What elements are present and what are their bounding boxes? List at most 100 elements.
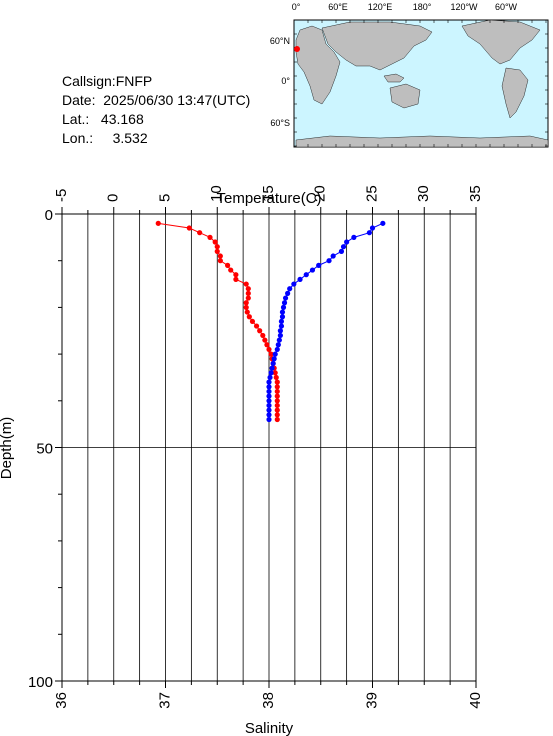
depth-tick-label: 100 <box>28 674 53 691</box>
land-australia <box>389 83 421 109</box>
salinity-tick-label: 37 <box>156 692 173 709</box>
temperature-point <box>274 407 280 413</box>
salinity-point <box>316 262 322 268</box>
salinity-tick-label: 40 <box>467 692 484 709</box>
salinity-point <box>266 393 272 399</box>
temperature-axis-title: Temperature(C) <box>216 190 321 207</box>
temperature-point <box>266 346 272 353</box>
temperature-point <box>273 374 279 381</box>
temperature-point <box>272 370 278 376</box>
salinity-point <box>279 309 286 315</box>
map-lon-label: 60°E <box>328 2 348 12</box>
salinity-point <box>266 416 272 423</box>
callsign-value: FNFP <box>115 73 153 89</box>
temperature-point <box>249 318 256 325</box>
salinity-point <box>266 398 272 404</box>
land-north-america <box>461 19 541 65</box>
salinity-point <box>277 332 283 339</box>
date-value: 2025/06/30 13:47(UTC) <box>103 92 251 108</box>
salinity-point <box>266 412 272 418</box>
temperature-point <box>243 281 249 287</box>
salinity-point <box>366 230 372 236</box>
temperature-point <box>274 402 280 409</box>
salinity-point <box>272 351 278 357</box>
salinity-point <box>266 407 272 413</box>
station-marker <box>294 46 300 52</box>
lat-line: Lat.: 43.168 <box>62 110 250 129</box>
temperature-point <box>245 295 251 301</box>
date-line: Date: 2025/06/30 13:47(UTC) <box>62 91 250 110</box>
temperature-point <box>186 225 192 231</box>
date-label: Date: <box>62 92 96 108</box>
temperature-point <box>243 300 249 306</box>
salinity-point <box>330 253 336 259</box>
salinity-point <box>268 370 274 376</box>
temperature-point <box>197 230 203 236</box>
temperature-point <box>274 416 280 423</box>
salinity-point <box>277 328 283 334</box>
map-longitude-labels: 0° 60°E 120°E 180° 120°W 60°W <box>292 2 518 12</box>
temperature-tick-label: 25 <box>363 185 380 202</box>
salinity-point <box>344 239 350 245</box>
salinity-point <box>274 346 280 353</box>
salinity-point <box>297 276 303 282</box>
salinity-point <box>351 234 357 240</box>
temperature-tick-label: 30 <box>415 185 432 202</box>
temperature-point <box>155 220 161 226</box>
land-asia <box>321 21 433 71</box>
salinity-point <box>266 388 272 395</box>
station-info: Callsign:FNFP Date: 2025/06/30 13:47(UTC… <box>62 72 250 148</box>
map-lon-label: 120°W <box>450 2 478 12</box>
temperature-point <box>212 239 218 245</box>
temperature-point <box>217 253 223 259</box>
temperature-point <box>214 244 220 250</box>
salinity-point <box>266 402 272 409</box>
world-map: 0° 60°E 120°E 180° 120°W 60°W 60°N 0° 60°S <box>270 2 549 148</box>
callsign-label: Callsign: <box>62 73 116 89</box>
salinity-point <box>340 244 347 250</box>
salinity-point <box>266 384 272 390</box>
temperature-tick-label: 10 <box>208 185 225 202</box>
temperature-point <box>274 393 280 399</box>
salinity-point <box>275 342 281 348</box>
profile-series <box>155 220 386 423</box>
temperature-point <box>274 412 280 418</box>
lon-value: 3.532 <box>112 130 148 146</box>
temperature-point <box>274 379 280 385</box>
temperature-point <box>214 248 220 254</box>
salinity-point <box>309 267 316 273</box>
temperature-point <box>245 286 251 292</box>
salinity-profile-line <box>268 222 384 420</box>
salinity-point <box>380 220 386 226</box>
temperature-tick-label: 15 <box>260 185 277 202</box>
salinity-point <box>270 360 276 367</box>
temperature-point <box>245 290 251 296</box>
lon-label: Lon.: <box>62 130 94 146</box>
salinity-axis-title: Salinity <box>245 720 294 736</box>
axis-ticks <box>55 207 477 688</box>
salinity-tick-label: 38 <box>260 692 277 709</box>
salinity-point <box>279 314 286 320</box>
salinity-point <box>269 365 275 371</box>
salinity-point <box>303 272 309 278</box>
temperature-point <box>228 267 234 273</box>
salinity-point <box>278 318 285 325</box>
land-south-america <box>501 67 529 119</box>
salinity-point <box>287 286 293 292</box>
land-antarctica <box>295 135 549 148</box>
temperature-tick-label: 20 <box>312 185 329 202</box>
salinity-tick-label: 36 <box>53 692 70 709</box>
temperature-tick-label: 35 <box>467 185 484 202</box>
map-lon-label: 180° <box>413 2 432 12</box>
salinity-point <box>326 258 332 264</box>
map-lat-label: 0° <box>281 76 290 86</box>
temperature-point <box>274 388 280 395</box>
temperature-point <box>246 314 252 320</box>
temperature-tick-label: 0 <box>105 194 122 202</box>
depth-tick-label: 50 <box>36 441 53 458</box>
land-indonesia <box>383 73 405 83</box>
salinity-tick-labels: 36 37 38 39 40 <box>53 692 484 709</box>
temperature-tick-labels: -5 0 5 10 15 20 25 30 35 <box>53 185 484 202</box>
